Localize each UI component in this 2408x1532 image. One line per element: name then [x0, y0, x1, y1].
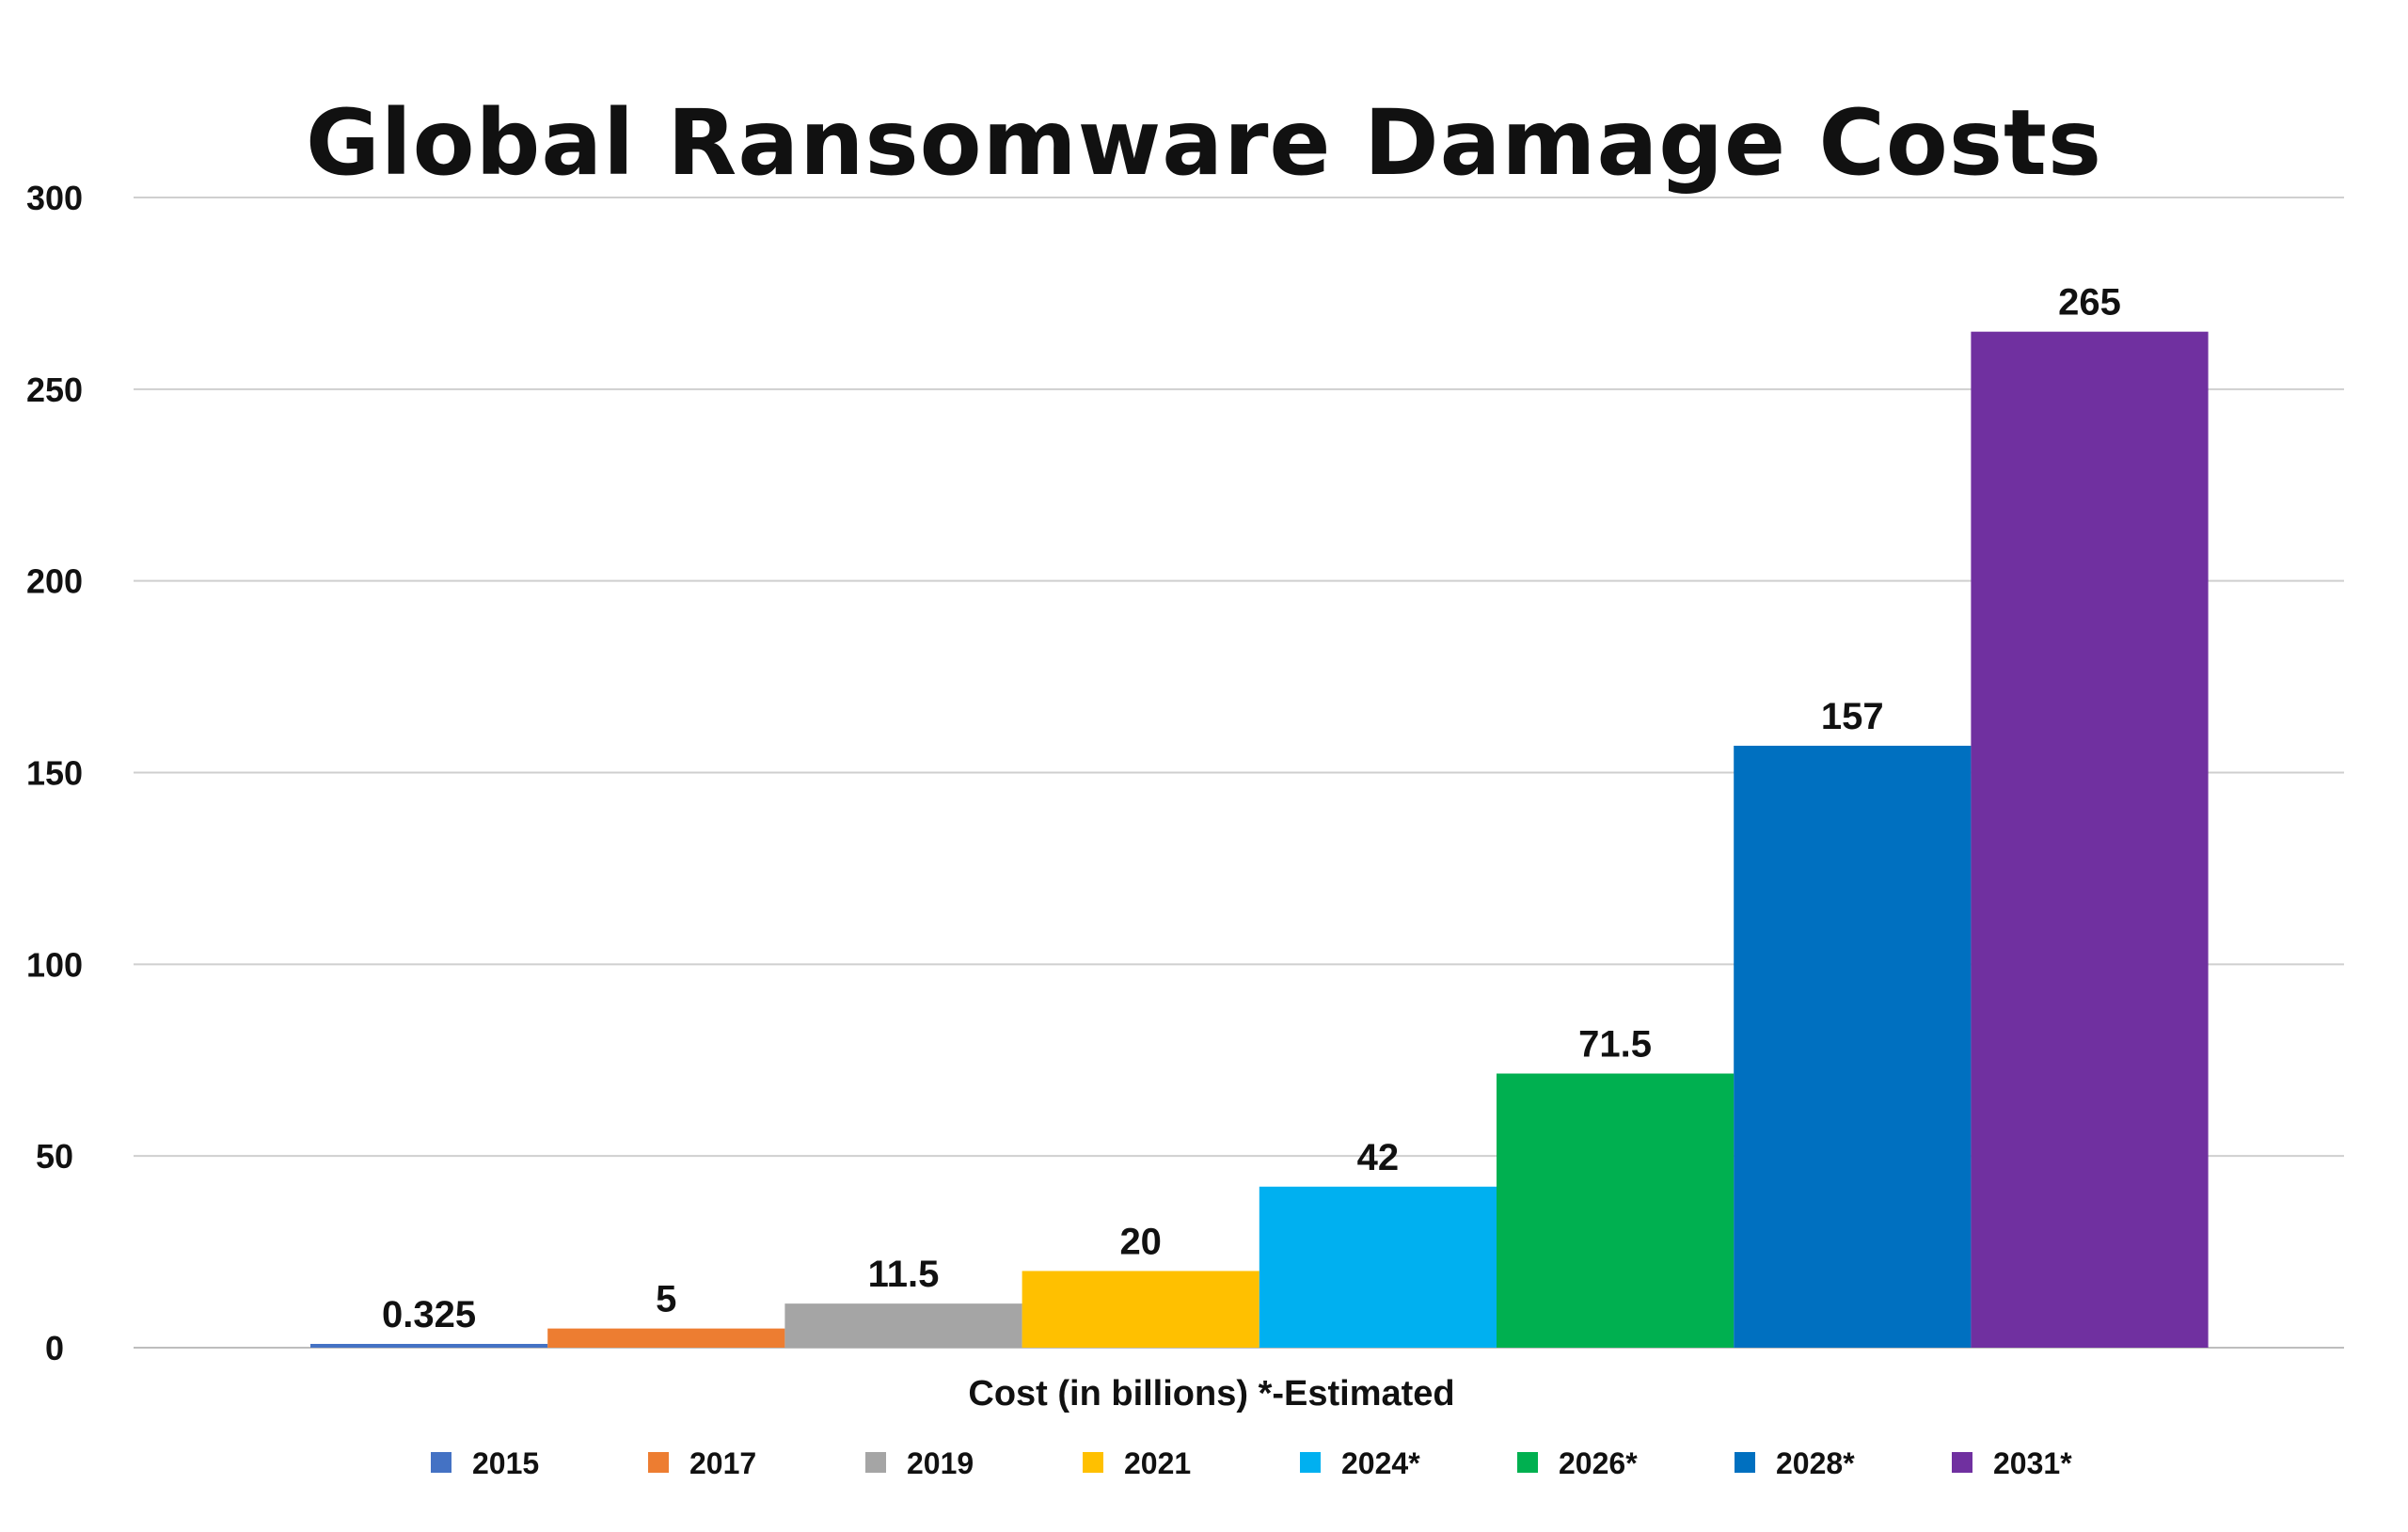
legend-label: 2015 [472, 1446, 539, 1480]
legend-swatch [1517, 1452, 1538, 1473]
bar-2024-est [1259, 1186, 1497, 1348]
data-label: 157 [1821, 696, 1884, 737]
bar-2015 [310, 1344, 548, 1348]
legend-swatch [648, 1452, 669, 1473]
y-tick-label: 200 [26, 562, 83, 601]
data-label: 11.5 [868, 1254, 940, 1295]
gridlines [134, 197, 2344, 1349]
bar-2031-est [1971, 331, 2209, 1348]
legend-label: 2017 [689, 1446, 756, 1480]
legend-label: 2028* [1776, 1446, 1855, 1480]
legend-label: 2024* [1341, 1446, 1420, 1480]
x-axis-title: Cost (in billions) *-Estimated [968, 1374, 1454, 1414]
bar-2026-est [1497, 1073, 1735, 1348]
legend-label: 2019 [907, 1446, 974, 1480]
data-label: 5 [656, 1279, 676, 1320]
data-label: 0.325 [382, 1294, 476, 1335]
legend-label: 2021 [1124, 1446, 1191, 1480]
bar-2021 [1022, 1271, 1259, 1348]
data-label: 42 [1357, 1137, 1400, 1178]
chart-title: Global Ransomware Damage Costs [306, 90, 2102, 196]
y-tick-label: 250 [26, 371, 83, 409]
data-label: 71.5 [1578, 1024, 1652, 1066]
legend-swatch [865, 1452, 886, 1473]
bars [310, 331, 2209, 1348]
bar-2019 [784, 1303, 1022, 1348]
legend: 2015 2017 2019 2021 2024* 2026* 2028* 2031* [431, 1446, 2072, 1480]
data-label: 265 [2058, 282, 2121, 324]
y-tick-label: 100 [26, 945, 83, 984]
y-tick-label: 0 [45, 1329, 64, 1367]
legend-label: 2026* [1559, 1446, 1638, 1480]
data-label: 20 [1119, 1221, 1162, 1262]
bar-2017 [547, 1328, 785, 1348]
data-labels: 0.325 5 11.5 20 42 71.5 157 265 [382, 282, 2121, 1335]
legend-swatch [1952, 1452, 1972, 1473]
legend-label: 2031* [1993, 1446, 2072, 1480]
legend-swatch [1300, 1452, 1321, 1473]
bar-2028-est [1734, 745, 1972, 1348]
y-axis-ticks: 0 50 100 150 200 250 300 [26, 179, 83, 1367]
legend-swatch [1083, 1452, 1103, 1473]
y-tick-label: 300 [26, 179, 83, 217]
y-tick-label: 50 [36, 1137, 73, 1176]
y-tick-label: 150 [26, 754, 83, 793]
legend-swatch [1735, 1452, 1755, 1473]
legend-swatch [431, 1452, 452, 1473]
